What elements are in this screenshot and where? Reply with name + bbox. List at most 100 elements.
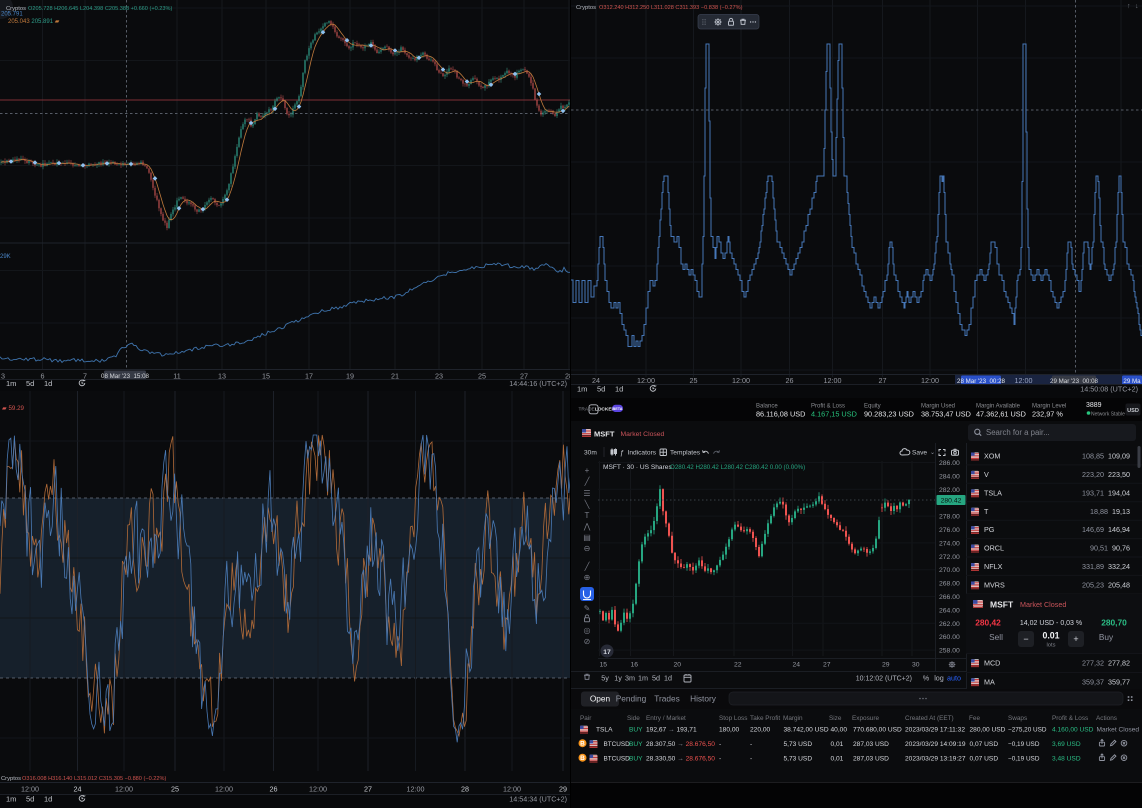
svg-text:193,71 194,04: 193,71 194,04 <box>1082 488 1130 497</box>
svg-text:180,00: 180,00 <box>719 727 740 734</box>
svg-text:+: + <box>1073 634 1078 644</box>
svg-text:O312.240 H312.250 L311.028: O312.240 H312.250 L311.028 C311.393 −0.8… <box>599 5 743 11</box>
svg-text:272.00: 272.00 <box>939 554 960 561</box>
svg-text:192,67 → 193,71: 192,67 → 193,71 <box>646 727 697 734</box>
svg-text:−0,19 USD: −0,19 USD <box>1008 756 1040 763</box>
svg-text:1d: 1d <box>664 674 672 683</box>
svg-text:24: 24 <box>592 376 600 385</box>
svg-text:232,97 %: 232,97 % <box>1032 410 1063 419</box>
svg-text:V: V <box>984 470 989 479</box>
svg-text:20: 20 <box>674 662 682 669</box>
svg-text:T: T <box>984 507 989 516</box>
svg-text:USD: USD <box>1127 408 1139 414</box>
svg-text:╱: ╱ <box>584 561 591 571</box>
svg-text:−: − <box>1023 634 1028 644</box>
svg-text:12:00: 12:00 <box>503 785 521 794</box>
svg-text:359,37 359,77: 359,37 359,77 <box>1082 677 1130 686</box>
svg-text:Margin: Margin <box>783 715 803 722</box>
svg-text:264.00: 264.00 <box>939 607 960 614</box>
svg-text:14:44:16 (UTC+2): 14:44:16 (UTC+2) <box>509 379 567 388</box>
svg-text:Margin Used: Margin Used <box>921 404 955 410</box>
svg-text:Network Stable: Network Stable <box>1091 411 1125 417</box>
svg-text:5y: 5y <box>601 674 609 683</box>
svg-text:Sell: Sell <box>989 632 1003 642</box>
svg-text:Size: Size <box>829 715 842 722</box>
svg-text:Side: Side <box>627 715 640 722</box>
svg-text:15: 15 <box>600 662 608 669</box>
svg-text:%: % <box>923 674 930 683</box>
svg-text:T: T <box>585 511 590 520</box>
svg-text:22: 22 <box>734 662 742 669</box>
svg-text:⊖: ⊖ <box>584 544 591 553</box>
svg-text:12:00: 12:00 <box>115 785 133 794</box>
svg-text:12:00: 12:00 <box>637 376 655 385</box>
svg-text:Cryptos: Cryptos <box>576 5 596 11</box>
svg-text:History: History <box>690 694 717 704</box>
svg-text:↓: ↓ <box>1135 3 1139 10</box>
svg-text:0,07 USD: 0,07 USD <box>970 741 999 748</box>
svg-text:Take Profit: Take Profit <box>750 715 780 722</box>
svg-text:O205.728 H206.645 L204.398: O205.728 H206.645 L204.398 C205.388 +0.6… <box>28 6 172 12</box>
svg-text:1m: 1m <box>638 674 648 683</box>
svg-text:NFLX: NFLX <box>984 562 1003 571</box>
svg-text:Trades: Trades <box>654 694 680 704</box>
svg-text:☰: ☰ <box>583 489 590 498</box>
svg-text:Swaps: Swaps <box>1008 715 1027 722</box>
svg-text:11: 11 <box>173 372 180 381</box>
svg-text:BUY: BUY <box>629 741 643 748</box>
svg-text:-: - <box>750 756 752 763</box>
svg-text:3,69 USD: 3,69 USD <box>1052 741 1081 748</box>
svg-text:08 Mar '23 15:08: 08 Mar '23 15:08 <box>101 373 150 380</box>
svg-text:Search for a pair...: Search for a pair... <box>986 428 1050 437</box>
svg-text:auto: auto <box>947 674 961 683</box>
svg-text:MA: MA <box>984 677 995 686</box>
svg-text:5d: 5d <box>26 795 34 804</box>
svg-text:↑: ↑ <box>1127 3 1131 10</box>
svg-text:0,07 USD: 0,07 USD <box>970 756 999 763</box>
svg-text:Market Closed: Market Closed <box>1020 600 1066 609</box>
svg-text:25: 25 <box>478 372 486 381</box>
svg-text:29: 29 <box>559 785 567 794</box>
svg-text:3889: 3889 <box>1086 402 1102 409</box>
svg-text:29: 29 <box>882 662 890 669</box>
svg-text:47.362,61 USD: 47.362,61 USD <box>976 410 1026 419</box>
svg-text:12:00: 12:00 <box>732 376 750 385</box>
svg-text:Pending: Pending <box>616 694 647 704</box>
svg-text:276.00: 276.00 <box>939 527 960 534</box>
svg-text:O280.42 H280.42 L280.42 C28: O280.42 H280.42 L280.42 C280.42 0.00 (0.… <box>670 464 805 471</box>
svg-text:278.00: 278.00 <box>939 514 960 521</box>
svg-text:277,32 277,82: 277,32 277,82 <box>1082 658 1130 667</box>
svg-text:7: 7 <box>83 372 87 381</box>
svg-text:17: 17 <box>603 649 611 656</box>
svg-text:−0,19 USD: −0,19 USD <box>1008 741 1040 748</box>
svg-text:15: 15 <box>262 372 270 381</box>
svg-text:29 Mar '23 00:08: 29 Mar '23 00:08 <box>1050 378 1099 385</box>
svg-text:Save: Save <box>912 450 927 457</box>
svg-text:287,03 USD: 287,03 USD <box>853 756 889 763</box>
svg-text:BETA: BETA <box>612 407 622 411</box>
svg-text:Margin Level: Margin Level <box>1032 404 1066 410</box>
svg-text:-: - <box>719 756 721 763</box>
svg-text:280,00 USD: 280,00 USD <box>970 727 1006 734</box>
svg-text:Open: Open <box>590 694 611 704</box>
svg-text:146,69 146,94: 146,69 146,94 <box>1082 525 1130 534</box>
svg-text:274.00: 274.00 <box>939 540 960 547</box>
svg-text:-: - <box>750 741 752 748</box>
svg-text:1m: 1m <box>6 379 16 388</box>
svg-text:260.00: 260.00 <box>939 634 960 641</box>
svg-text:266.00: 266.00 <box>939 594 960 601</box>
svg-text:30: 30 <box>912 662 920 669</box>
svg-text:Pair: Pair <box>580 715 592 722</box>
svg-text:223,20 223,50: 223,20 223,50 <box>1082 470 1130 479</box>
svg-text:-: - <box>719 741 721 748</box>
svg-text:╲: ╲ <box>584 499 591 509</box>
svg-text:27: 27 <box>823 662 831 669</box>
svg-text:220,00: 220,00 <box>750 727 771 734</box>
svg-text:Created At (EET): Created At (EET) <box>905 715 954 722</box>
svg-text:MSFT: MSFT <box>990 600 1014 610</box>
svg-text:25: 25 <box>690 376 698 385</box>
svg-text:Entry / Market: Entry / Market <box>646 715 686 722</box>
svg-text:38.742,00 USD: 38.742,00 USD <box>784 727 829 734</box>
svg-text:770.680,00 USD: 770.680,00 USD <box>853 727 902 734</box>
svg-text:27: 27 <box>879 376 887 385</box>
